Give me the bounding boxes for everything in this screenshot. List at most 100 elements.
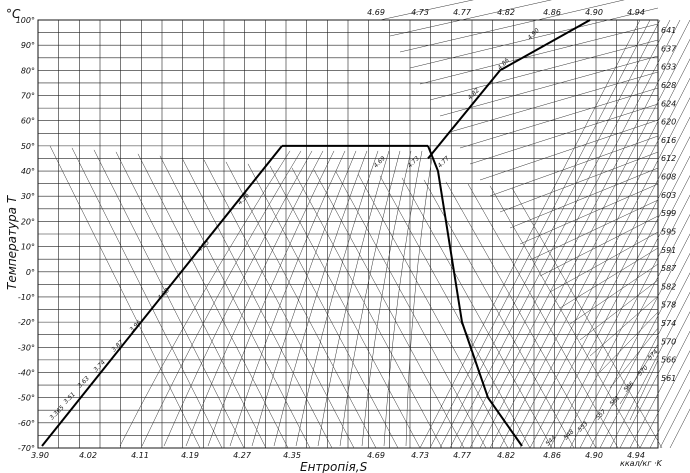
x-tick-label-top: 4.86: [543, 8, 561, 17]
chart-grid: [37, 19, 659, 449]
x-tick-label-bottom: 4.86: [543, 451, 561, 460]
superheat-cross-line: [509, 167, 659, 229]
superheat-line: [549, 175, 690, 449]
superheat-cross-line: [559, 247, 659, 309]
right-tick-label: 599: [661, 209, 676, 218]
superheat-line: [509, 97, 690, 449]
right-tick-label: 591: [661, 246, 676, 255]
enthalpy-line: [291, 167, 443, 449]
superheat-cross-line: [439, 55, 659, 117]
right-tick-label: 620: [661, 118, 676, 127]
enthalpy-line: [71, 147, 223, 449]
y-tick-label: -60°: [18, 419, 35, 428]
right-tick-label: 570: [661, 337, 676, 346]
x-tick-label-bottom: 4.69: [367, 451, 385, 460]
curve-label: 4.08: [156, 287, 171, 302]
quality-curve: [295, 150, 379, 447]
superheat-cross-line: [589, 295, 659, 357]
superheat-line: [479, 38, 690, 449]
liquid-saturation-line: [41, 145, 283, 447]
superheat-cross-line: [529, 199, 659, 261]
y-tick-label: 90°: [21, 41, 35, 50]
superheat-cross-line: [609, 327, 659, 389]
right-tick-label: 637: [661, 44, 677, 53]
enthalpy-line: [269, 165, 421, 449]
superheat-line: [649, 369, 690, 449]
enthalpy-line: [203, 159, 355, 449]
superheat-line: [579, 233, 690, 449]
y-tick-label: -50°: [18, 394, 35, 403]
y-tick-label: 20°: [21, 217, 35, 226]
x-tick-label-top: 4.94: [627, 8, 645, 17]
superheat-cross-line: [629, 359, 659, 421]
enthalpy-line: [401, 177, 553, 449]
x-tick-label-bottom: 4.35: [283, 451, 301, 460]
superheat-cross-line: [459, 87, 659, 149]
enthalpy-line: [335, 171, 487, 449]
y-tick-label: 10°: [21, 243, 35, 252]
x-tick-label-bottom: 4.19: [181, 451, 199, 460]
right-tick-label: 628: [661, 81, 676, 90]
right-tick-label: 561: [661, 374, 676, 383]
right-tick-label: 578: [661, 301, 676, 310]
quality-curve: [361, 150, 412, 447]
quality-curve: [141, 150, 302, 447]
superheat-line: [599, 272, 690, 449]
enthalpy-line: [489, 185, 641, 449]
quality-curve: [251, 150, 357, 447]
x-tick-label-bottom: 4.90: [585, 451, 603, 460]
superheat-line: [519, 116, 690, 449]
superheat-cross-line: [479, 119, 659, 181]
right-tick-label: 616: [661, 136, 676, 145]
enthalpy-line: [115, 151, 267, 449]
superheat-cross-line: [549, 231, 659, 293]
superheat-line: [499, 77, 690, 449]
x-tick-label-bottom: 4.73: [411, 451, 429, 460]
right-tick-label: 624: [661, 99, 676, 108]
superheat-line: [619, 311, 690, 449]
y-tick-label: 100°: [16, 16, 35, 25]
curve-label: 4.36: [236, 192, 251, 207]
enthalpy-line: [467, 183, 619, 449]
superheat-line: [559, 194, 690, 449]
x-tick-label-top: 4.73: [411, 8, 429, 17]
superheat-line: [609, 291, 690, 449]
x-tick-label-top: 4.90: [585, 8, 603, 17]
superheat-boundary: [427, 19, 591, 160]
bottom-right-unit: ккал/кг ·K: [620, 459, 662, 468]
y-tick-label: 80°: [21, 66, 35, 75]
y-unit-label: °C: [6, 7, 21, 21]
superheat-line: [629, 330, 690, 449]
y-tick-label: -30°: [18, 343, 35, 352]
superheat-cross-line: [449, 71, 659, 133]
curve-families: [49, 0, 690, 449]
right-tick-label: 612: [661, 154, 676, 163]
superheat-line: [449, 19, 671, 449]
right-tick-label: 608: [661, 173, 676, 182]
superheat-line: [419, 19, 641, 449]
vapor-saturation-line: [427, 145, 523, 447]
x-tick-label-bottom: 4.77: [453, 451, 472, 460]
superheat-cross-line: [489, 135, 659, 197]
enthalpy-line: [247, 163, 399, 449]
enthalpy-line: [225, 161, 377, 449]
curve-label: 3.51: [62, 391, 76, 405]
x-tick-label-top: 4.82: [497, 8, 515, 17]
y-tick-label: -40°: [18, 368, 35, 377]
right-tick-label: 633: [661, 63, 676, 72]
superheat-line: [569, 213, 690, 449]
saturation-boundary: [41, 19, 591, 447]
right-tick-label: 587: [661, 264, 677, 273]
right-tick-label: 595: [661, 227, 676, 236]
curve-label: 4.69: [372, 155, 387, 170]
right-tick-label: 603: [661, 191, 676, 200]
y-tick-label: 30°: [21, 192, 35, 201]
enthalpy-line: [445, 181, 597, 449]
superheat-cross-line: [429, 39, 659, 101]
superheat-cross-line: [539, 215, 659, 277]
superheat-cross-line: [619, 343, 659, 405]
x-tick-label-bottom: 4.82: [497, 451, 515, 460]
curve-label: 544: [544, 434, 557, 447]
curve-label: 4.82: [466, 87, 481, 102]
